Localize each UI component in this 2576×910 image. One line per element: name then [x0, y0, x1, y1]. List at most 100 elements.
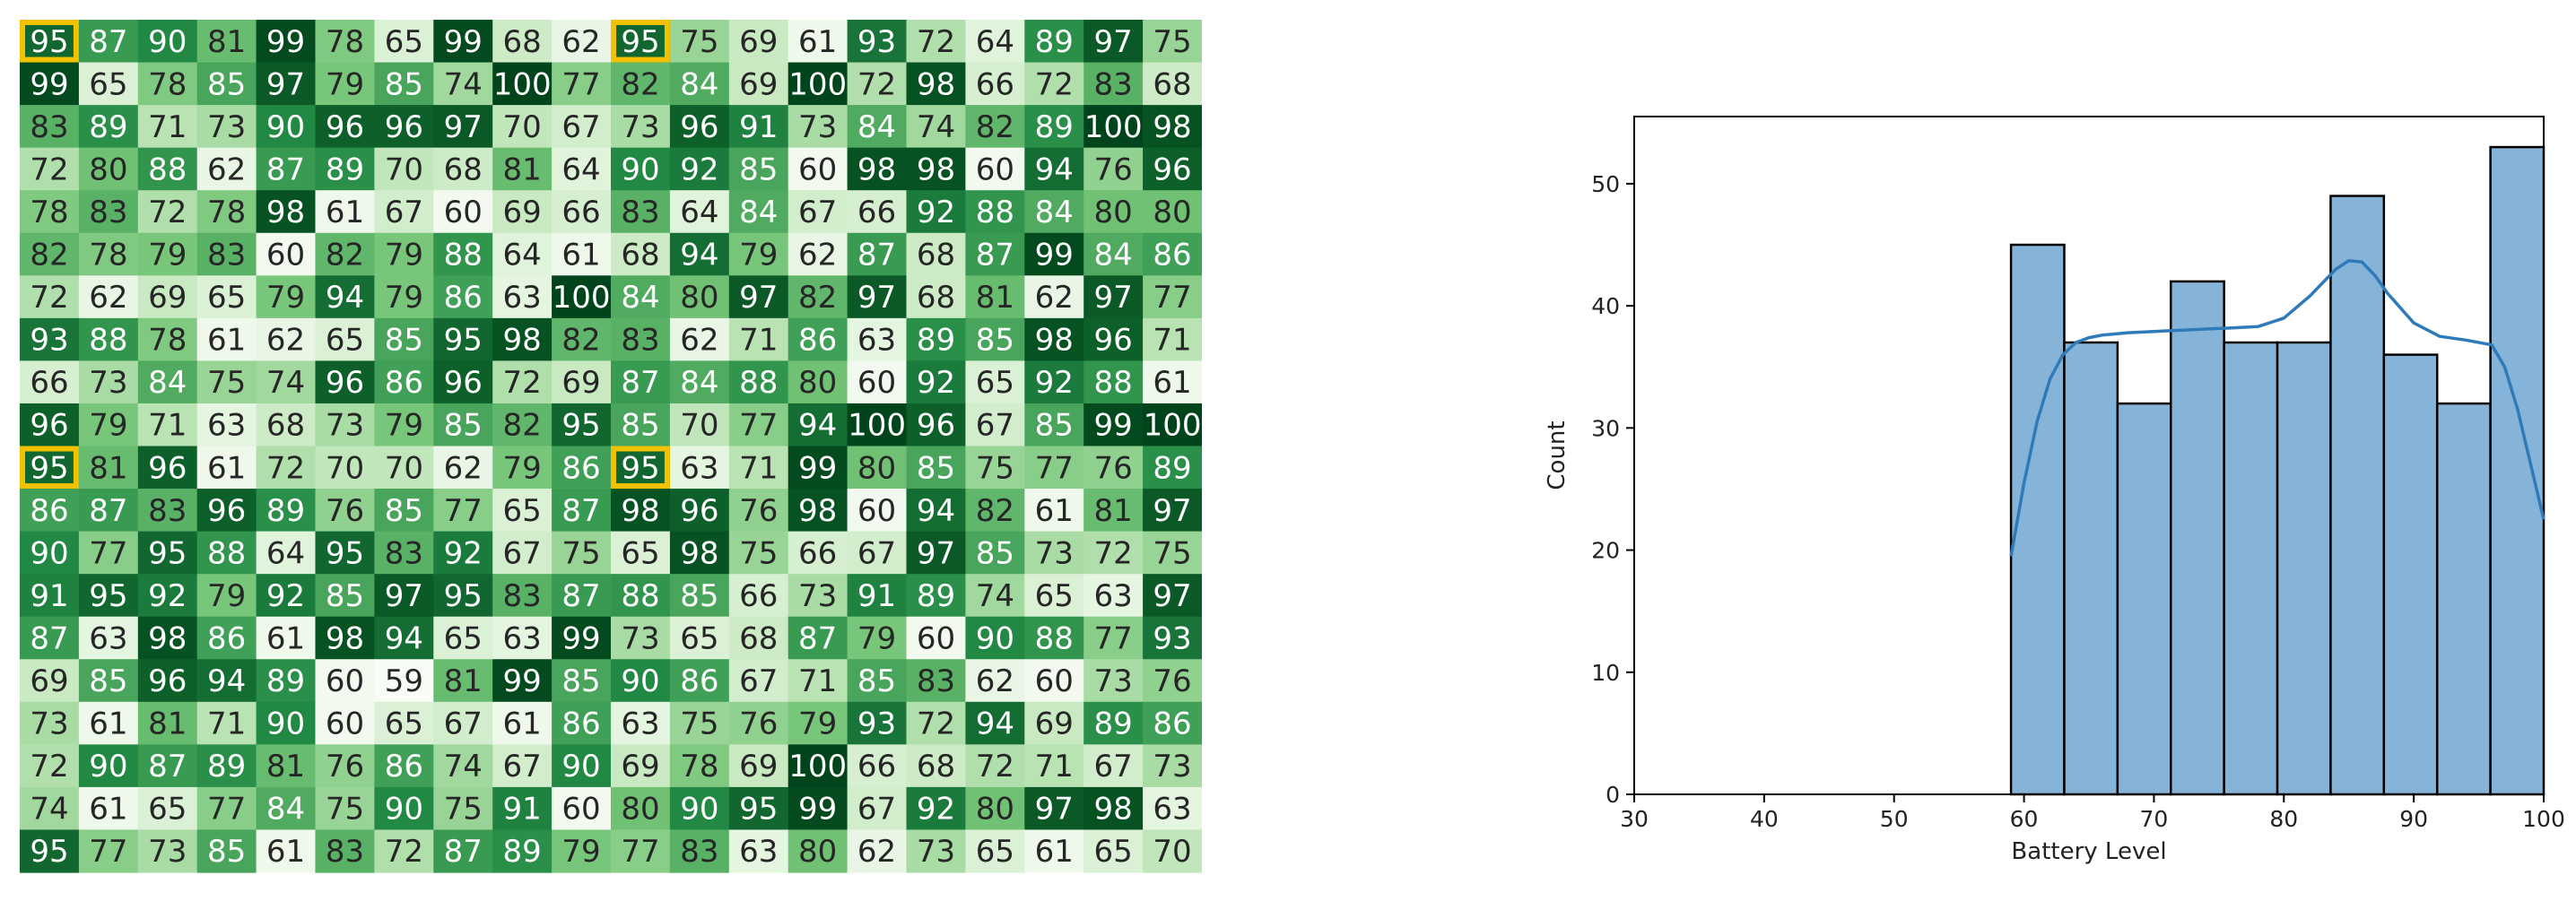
heatmap-cell-value: 60 [266, 238, 305, 273]
x-tick-label: 90 [2399, 806, 2428, 832]
heatmap-cell-value: 77 [1094, 620, 1133, 656]
heatmap-cell [374, 659, 434, 703]
heatmap-cell [256, 701, 317, 745]
heatmap-cell [78, 275, 139, 319]
heatmap-cell [1083, 275, 1144, 319]
heatmap-cell-value: 60 [857, 365, 896, 401]
heatmap-cell [728, 489, 789, 533]
heatmap-cell-value: 61 [1035, 834, 1074, 870]
heatmap-highlight-box [20, 20, 79, 63]
heatmap-highlight-box [20, 446, 79, 490]
heatmap-cell [433, 446, 493, 490]
heatmap-cell-value: 69 [148, 280, 187, 316]
heatmap-cell-value: 76 [739, 493, 778, 529]
heatmap-cell-value: 72 [30, 280, 68, 316]
heatmap-cell [137, 531, 198, 575]
heatmap-cell [20, 574, 80, 618]
heatmap-cell-value: 89 [89, 109, 127, 145]
heatmap-cell [669, 829, 730, 873]
histogram-bar [2063, 341, 2119, 796]
heatmap-cell [552, 190, 612, 234]
heatmap-cell-value: 65 [89, 66, 127, 102]
heatmap-cell-value: 61 [89, 792, 127, 828]
heatmap-cell-value: 98 [917, 152, 955, 187]
heatmap-cell [669, 786, 730, 831]
heatmap-cell-value: 82 [621, 66, 659, 102]
heatmap-cell [315, 531, 375, 575]
heatmap-cell-value: 68 [444, 152, 483, 187]
heatmap-cell [728, 105, 789, 149]
heatmap-cell [1083, 829, 1144, 873]
heatmap-cell [315, 20, 375, 64]
heatmap-cell [256, 147, 317, 191]
heatmap-cell [552, 20, 612, 64]
heatmap-cell-value: 75 [739, 535, 778, 571]
heatmap-cell-value: 94 [680, 238, 718, 273]
heatmap-cell-value: 75 [444, 792, 483, 828]
heatmap-cell [315, 744, 375, 788]
heatmap-cell [1143, 190, 1202, 234]
heatmap-cell [1143, 62, 1202, 106]
heatmap-cell [492, 232, 553, 276]
heatmap-cell-value: 73 [148, 834, 187, 870]
heatmap-cell [788, 62, 849, 106]
heatmap-cell-value: 86 [798, 323, 837, 359]
heatmap-cell [847, 744, 908, 788]
heatmap-cell [669, 616, 730, 660]
heatmap-cell-value: 83 [207, 238, 246, 273]
heatmap-cell [728, 574, 789, 618]
heatmap-cell [611, 360, 671, 404]
heatmap-cell-value: 62 [680, 323, 718, 359]
heatmap-cell-value: 95 [621, 450, 659, 486]
heatmap-cell-value: 69 [739, 24, 778, 60]
heatmap-cell-value: 64 [976, 24, 1014, 60]
heatmap-cell [78, 744, 139, 788]
heatmap-cell-value: 88 [89, 323, 127, 359]
heatmap-cell [20, 403, 80, 447]
heatmap-cell-value: 95 [148, 535, 187, 571]
heatmap-cell [374, 317, 434, 361]
heatmap-cell [788, 275, 849, 319]
heatmap-cell [20, 701, 80, 745]
heatmap-cell [315, 786, 375, 831]
heatmap-cell [196, 616, 257, 660]
heatmap-cell [847, 616, 908, 660]
heatmap-cell [196, 489, 257, 533]
histogram-bar [2276, 341, 2332, 796]
heatmap-cell-value: 99 [30, 66, 68, 102]
heatmap-cell-value: 89 [1035, 24, 1074, 60]
heatmap-cell [374, 232, 434, 276]
heatmap-cell-value: 85 [976, 323, 1014, 359]
heatmap-cell [728, 232, 789, 276]
heatmap-cell [374, 446, 434, 490]
heatmap-cell-value: 89 [266, 663, 305, 699]
heatmap-cell [20, 446, 80, 490]
heatmap-cell [256, 275, 317, 319]
heatmap-cell-value: 79 [739, 238, 778, 273]
heatmap-cell-value: 98 [917, 66, 955, 102]
heatmap-cell-value: 67 [503, 535, 542, 571]
heatmap-cell-value: 60 [917, 620, 955, 656]
heatmap-cell-value: 85 [385, 493, 423, 529]
heatmap-cell [374, 489, 434, 533]
heatmap-cell [552, 62, 612, 106]
heatmap-cell-value: 70 [326, 450, 364, 486]
heatmap-highlight-box [611, 446, 670, 490]
heatmap-cell [611, 190, 671, 234]
heatmap-cell [137, 616, 198, 660]
heatmap-cell [611, 275, 671, 319]
heatmap-cell-value: 92 [917, 195, 955, 230]
heatmap-cell-value: 90 [89, 749, 127, 784]
heatmap-cell-value: 73 [89, 365, 127, 401]
y-tick-label: 0 [1606, 782, 1620, 808]
heatmap-cell-value: 84 [1094, 238, 1133, 273]
heatmap-cell-value: 81 [976, 280, 1014, 316]
heatmap-cell-value: 99 [444, 24, 483, 60]
heatmap-cell [196, 232, 257, 276]
heatmap-cell-value: 85 [207, 834, 246, 870]
heatmap-cell [433, 616, 493, 660]
heatmap-cell [1143, 446, 1202, 490]
heatmap-cell [669, 659, 730, 703]
heatmap-cell [1143, 531, 1202, 575]
heatmap-cell-value: 74 [917, 109, 955, 145]
